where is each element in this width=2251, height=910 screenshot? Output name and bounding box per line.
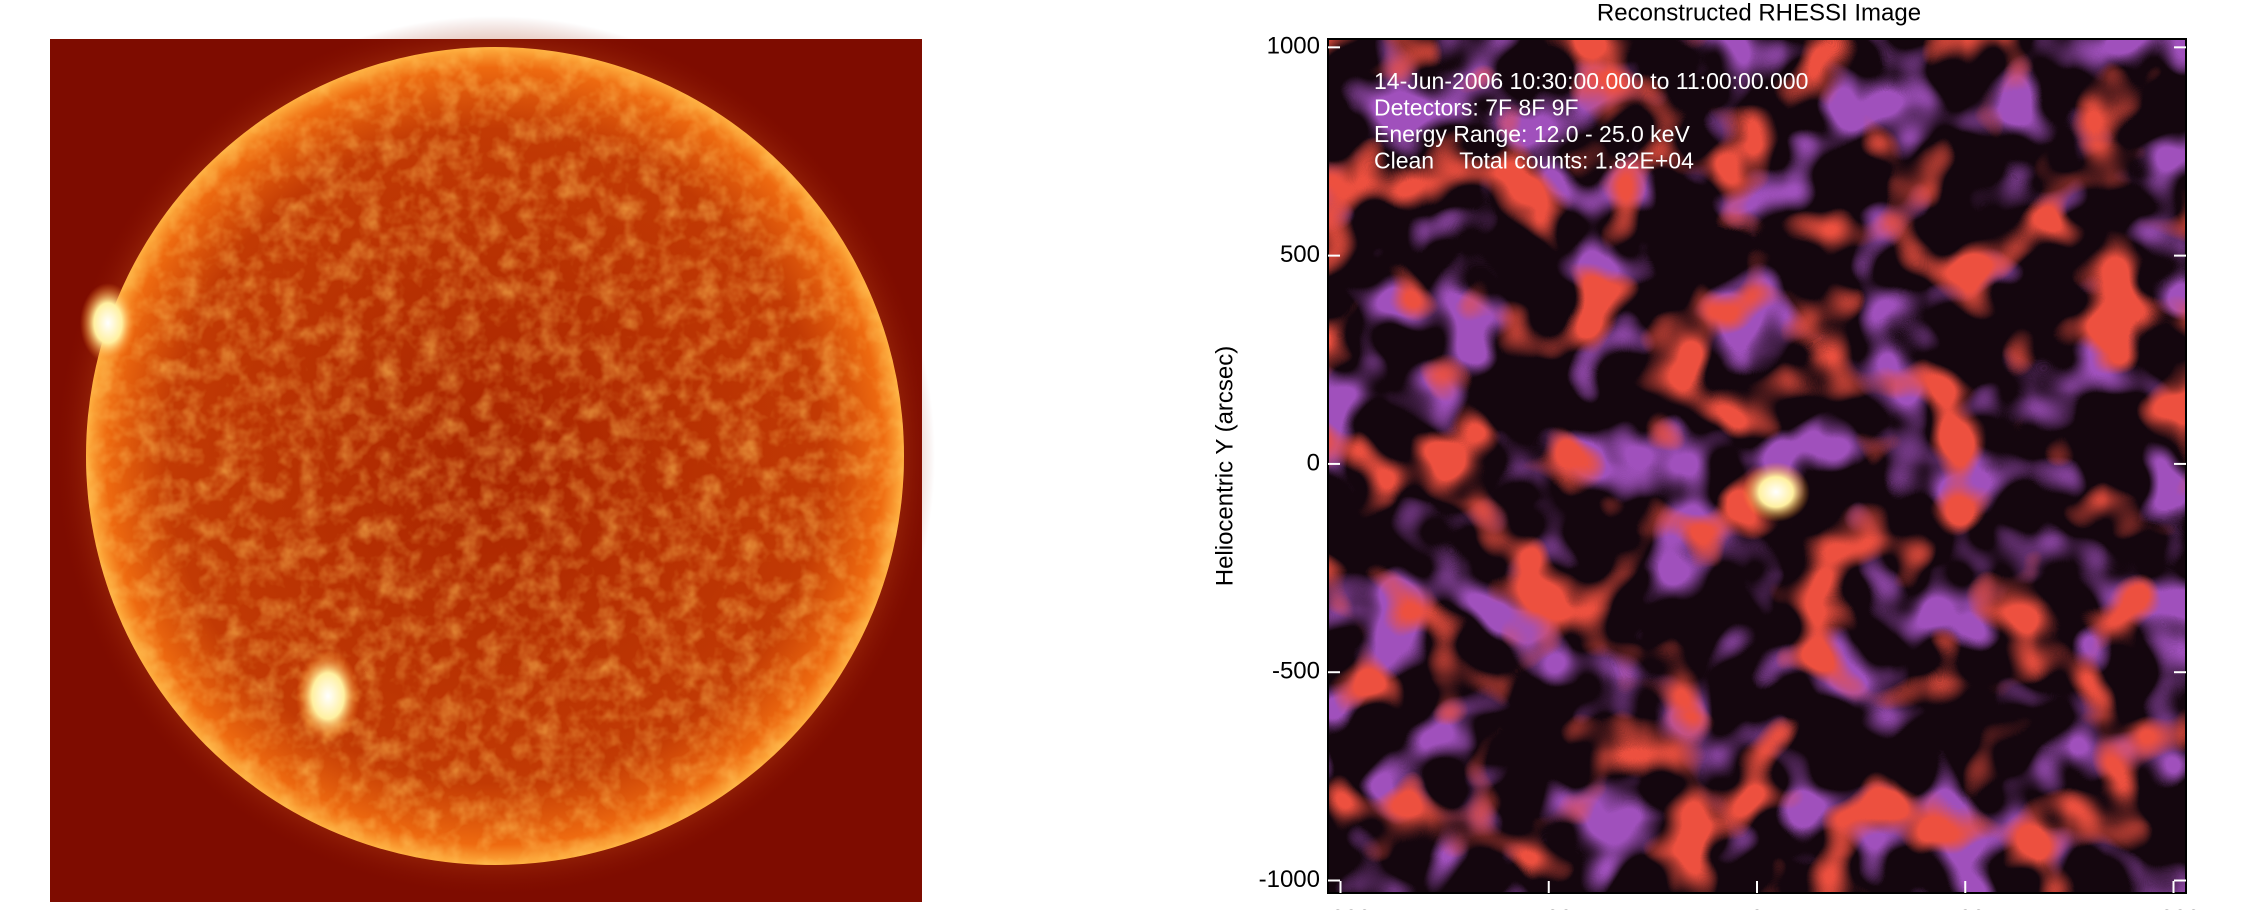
y-tick-label: -1000	[1259, 866, 1320, 893]
annotation: Energy Range: 12.0 - 25.0 keV	[1374, 121, 1690, 147]
y-tick-label: 500	[1280, 241, 1320, 268]
annotation: Detectors: 7F 8F 9F	[1374, 95, 1579, 121]
x-tick-label: 1000	[2147, 905, 2200, 910]
chart-title: Reconstructed RHESSI Image	[1597, 0, 1921, 26]
y-tick-label: 1000	[1267, 33, 1320, 60]
x-tick-label: 0	[1750, 905, 1763, 910]
solar-image	[50, 16, 935, 902]
y-tick-label: 0	[1307, 449, 1320, 476]
y-axis-label: Heliocentric Y (arcsec)	[1211, 346, 1238, 587]
annotation: Clean Total counts: 1.82E+04	[1374, 148, 1694, 174]
x-tick-label: 500	[1945, 905, 1985, 910]
figure: Reconstructed RHESSI Image Heliocentric …	[0, 0, 2251, 910]
y-tick-label: -500	[1272, 658, 1320, 685]
x-tick-label: -500	[1525, 905, 1573, 910]
x-tick-label: -1000	[1310, 905, 1371, 910]
annotation: 14-Jun-2006 10:30:00.000 to 11:00:00.000	[1374, 68, 1808, 94]
